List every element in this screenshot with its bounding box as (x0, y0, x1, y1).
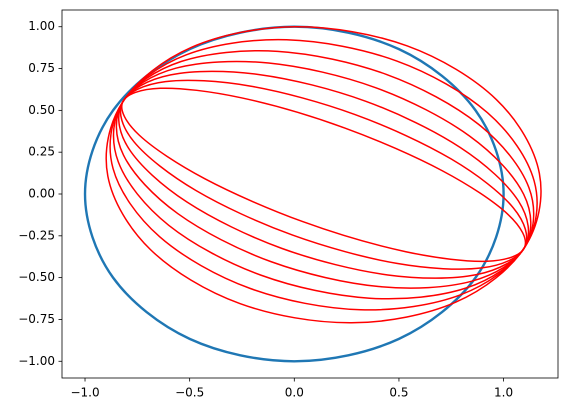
y-tick-label: −0.50 (18, 270, 55, 284)
x-tick-label: 0.5 (389, 386, 408, 400)
y-tick-label: 1.00 (28, 19, 55, 33)
y-tick-label: 0.75 (28, 61, 55, 75)
plot-area (83, 25, 542, 363)
line-series (115, 60, 532, 289)
x-tick-label: −0.5 (175, 386, 204, 400)
line-series (119, 79, 528, 270)
x-tick-label: 0.0 (285, 386, 304, 400)
y-tick-label: 0.25 (28, 145, 55, 159)
y-tick-label: 0.00 (28, 187, 55, 201)
y-tick-label: −1.00 (18, 354, 55, 368)
y-tick-label: 0.50 (28, 103, 55, 117)
y-tick-label: −0.75 (18, 312, 55, 326)
line-series (83, 25, 505, 363)
line-series (117, 70, 530, 279)
line-series (121, 87, 527, 263)
x-tick-label: 1.0 (494, 386, 513, 400)
x-tick-label: −1.0 (70, 386, 99, 400)
y-tick-label: −0.25 (18, 228, 55, 242)
